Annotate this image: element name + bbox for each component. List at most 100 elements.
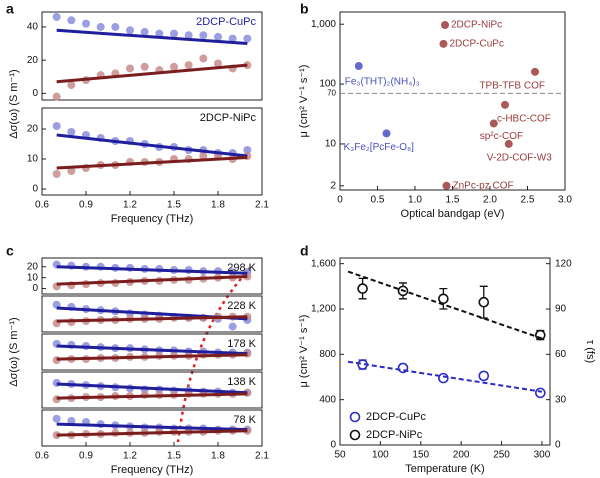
x-tick-label: 250 bbox=[493, 450, 510, 461]
y-tick-label: 20 bbox=[27, 55, 39, 66]
data-point bbox=[439, 39, 448, 48]
plot-frame bbox=[41, 333, 263, 371]
trend-curve bbox=[176, 267, 251, 443]
y2-axis-title: τ (fs) bbox=[584, 340, 596, 363]
y-tick-label: 10 bbox=[325, 139, 337, 150]
fit-line bbox=[56, 422, 248, 432]
y-axis-title: μ (cm² V⁻¹ s⁻¹) bbox=[298, 315, 310, 388]
data-point bbox=[67, 167, 76, 175]
data-point bbox=[199, 152, 208, 160]
x-tick-label: 3.0 bbox=[558, 195, 572, 206]
x-tick-label: 50 bbox=[334, 450, 346, 461]
point-label: sp²c-COF bbox=[480, 131, 523, 142]
x-tick-label: 1.0 bbox=[408, 195, 422, 206]
fit-line bbox=[347, 360, 543, 393]
point-label: 2DCP-NiPc bbox=[451, 20, 502, 31]
x-tick-label: 0.6 bbox=[35, 200, 49, 211]
fit-line bbox=[56, 28, 248, 46]
annotation: 2DCP-CuPc bbox=[196, 16, 256, 28]
data-point bbox=[67, 16, 76, 25]
y-tick-label: 10 bbox=[27, 272, 39, 283]
y2-tick-label: 60 bbox=[555, 349, 567, 360]
x-tick-label: 0.9 bbox=[79, 451, 93, 462]
data-point bbox=[504, 139, 513, 148]
y-tick-label: 20 bbox=[27, 261, 39, 272]
y-tick-label: 40 bbox=[27, 22, 39, 33]
fit-line bbox=[56, 63, 248, 84]
data-point bbox=[67, 81, 76, 90]
x-tick-label: 2.0 bbox=[483, 195, 497, 206]
x-tick-label: 1.5 bbox=[446, 195, 460, 206]
x-tick-label: 0 bbox=[337, 195, 343, 206]
panel-letter: c bbox=[6, 243, 14, 259]
x-tick-label: 0.6 bbox=[35, 451, 49, 462]
y-tick-label: 100 bbox=[319, 79, 336, 90]
x-tick-label: 1.2 bbox=[123, 200, 137, 211]
y-tick-label: 400 bbox=[319, 394, 336, 405]
data-point bbox=[126, 64, 134, 73]
annotation: 2DCP-NiPc bbox=[200, 112, 257, 124]
fit-line bbox=[347, 270, 543, 340]
plot-frame bbox=[41, 409, 263, 447]
y-tick-label: 20 bbox=[27, 124, 39, 135]
fit-line bbox=[56, 429, 248, 437]
plot-frame bbox=[339, 257, 551, 446]
plot-frame bbox=[41, 257, 263, 295]
data-point bbox=[357, 283, 368, 294]
y-axis-title: μ (cm² V⁻¹ s⁻¹) bbox=[298, 65, 310, 138]
fit-line bbox=[56, 315, 248, 323]
data-point bbox=[67, 128, 76, 136]
fit-line bbox=[56, 344, 248, 356]
x-tick-label: 300 bbox=[534, 450, 551, 461]
point-label: Fe₃(THT)₂(NH₄)₃ bbox=[345, 77, 420, 88]
data-point bbox=[214, 32, 222, 41]
data-point bbox=[52, 122, 61, 130]
legend-marker bbox=[349, 411, 361, 423]
panel-letter: a bbox=[6, 1, 14, 17]
fit-line bbox=[56, 275, 248, 286]
plot-frame bbox=[41, 371, 263, 409]
x-axis-title: Temperature (K) bbox=[405, 463, 484, 475]
data-point bbox=[354, 62, 363, 71]
data-point bbox=[140, 27, 149, 36]
data-point bbox=[170, 29, 178, 38]
x-tick-label: 1.8 bbox=[211, 200, 225, 211]
y2-tick-label: 0 bbox=[555, 440, 561, 451]
plot-frame bbox=[41, 11, 263, 101]
fit-line bbox=[56, 133, 248, 158]
annotation: 228 K bbox=[227, 300, 256, 312]
point-label: V-2D-COF-W3 bbox=[487, 153, 552, 164]
x-tick-label: 0.5 bbox=[371, 195, 385, 206]
data-point bbox=[501, 100, 509, 109]
data-point bbox=[111, 22, 120, 31]
data-point bbox=[228, 34, 237, 43]
x-axis-title: Frequency (THz) bbox=[111, 464, 194, 476]
legend-label: 2DCP-NiPc bbox=[366, 429, 423, 441]
data-point bbox=[243, 34, 252, 43]
data-point bbox=[478, 296, 490, 308]
x-tick-label: 1.2 bbox=[123, 451, 137, 462]
data-point bbox=[184, 61, 193, 70]
annotation: 298 K bbox=[227, 262, 256, 274]
data-point bbox=[52, 414, 61, 423]
data-point bbox=[243, 146, 252, 154]
x-tick-label: 1.8 bbox=[211, 451, 225, 462]
fit-line bbox=[56, 392, 248, 400]
data-point bbox=[82, 19, 90, 28]
y2-tick-label: 120 bbox=[555, 258, 572, 269]
y-tick-label: 2 bbox=[330, 180, 336, 191]
data-point bbox=[155, 29, 164, 38]
y2-tick-label: 30 bbox=[555, 394, 567, 405]
legend-label: 2DCP-CuPc bbox=[366, 411, 426, 423]
panel-letter: d bbox=[300, 243, 309, 259]
data-point bbox=[243, 61, 252, 70]
legend-marker bbox=[349, 429, 361, 441]
data-point bbox=[170, 62, 178, 71]
y-tick-label: 0 bbox=[32, 283, 38, 294]
x-axis-title: Frequency (THz) bbox=[111, 213, 194, 225]
data-point bbox=[126, 26, 134, 35]
y-axis-title: Δσ(ω) (S m⁻¹) bbox=[8, 69, 20, 138]
y-tick-label: 0 bbox=[32, 184, 38, 195]
fit-line bbox=[56, 265, 248, 275]
